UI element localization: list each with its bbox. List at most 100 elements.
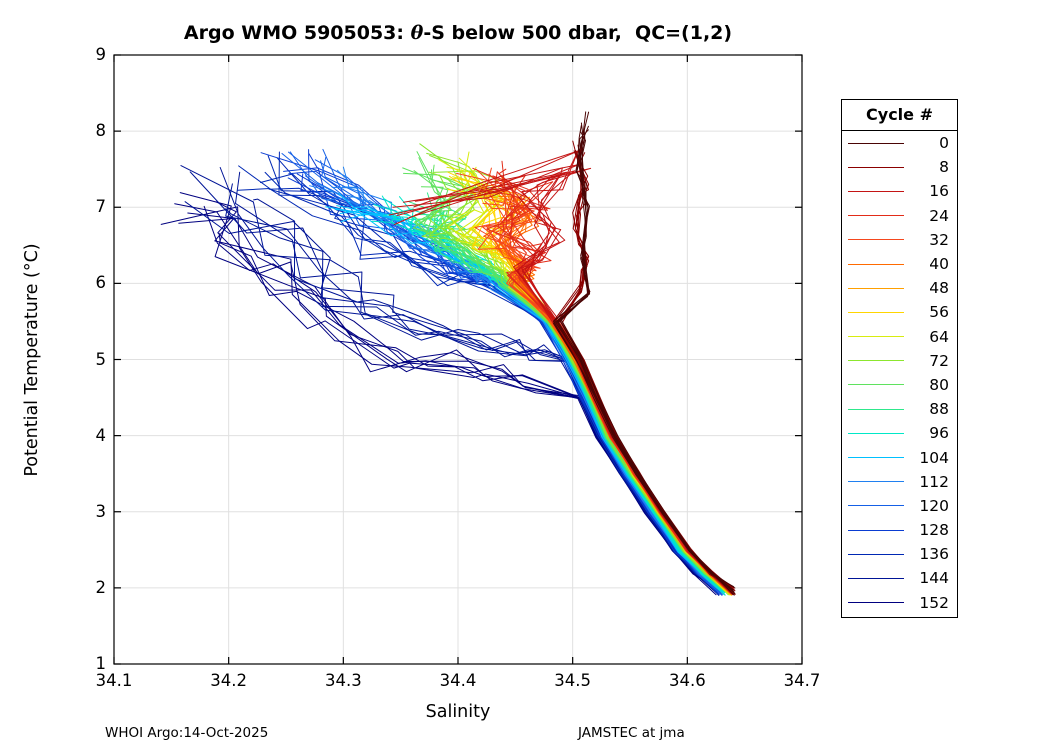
profile-line-cycle-144 [253, 198, 721, 593]
credit-whoi: WHOI Argo:14-Oct-2025 [105, 725, 269, 741]
theta-symbol: θ [410, 22, 424, 44]
legend-label: 152 [919, 593, 949, 612]
legend-line-sample [848, 215, 904, 217]
y-tick-label-9: 9 [95, 45, 107, 64]
legend-line-sample [848, 408, 904, 410]
legend-line-sample [848, 287, 904, 289]
legend: Cycle # 0 8 16 24 32 40 48 56 64 72 80 88 96 104 112 12… [841, 99, 958, 618]
legend-label: 40 [929, 255, 949, 274]
legend-item-cycle-152: 152 [842, 591, 957, 615]
legend-label: 88 [929, 400, 949, 419]
legend-line-sample [848, 384, 904, 386]
x-tick-label-34.3: 34.3 [324, 671, 362, 690]
legend-line-sample [848, 166, 904, 168]
y-tick-label-6: 6 [95, 273, 107, 293]
legend-item-cycle-64: 64 [842, 325, 957, 349]
x-tick-label-34.2: 34.2 [210, 671, 248, 690]
profile-line-cycle-40 [502, 185, 733, 595]
legend-label: 56 [929, 303, 949, 322]
legend-item-cycle-88: 88 [842, 397, 957, 421]
y-tick-label-2: 2 [95, 577, 107, 597]
legend-label: 64 [929, 327, 949, 346]
y-tick-label-1: 1 [95, 654, 107, 673]
profile-line-cycle-128 [260, 152, 721, 594]
legend-label: 136 [919, 545, 949, 564]
x-axis-label: Salinity [425, 702, 491, 722]
x-tick-label-34.7: 34.7 [783, 671, 821, 690]
legend-item-cycle-72: 72 [842, 349, 957, 373]
y-axis-label: Potential Temperature (°C) [22, 243, 42, 477]
legend-item-cycle-24: 24 [842, 204, 957, 228]
profile-line-cycle-80 [402, 167, 729, 588]
y-tick-label-8: 8 [95, 121, 107, 141]
x-tick-label-34.6: 34.6 [668, 671, 706, 690]
legend-item-cycle-56: 56 [842, 300, 957, 324]
legend-item-cycle-104: 104 [842, 445, 957, 469]
legend-line-sample [848, 311, 904, 313]
profile-line-cycle-0 [558, 111, 736, 594]
profile-line-cycle-24 [492, 175, 733, 594]
legend-line-sample [848, 336, 904, 338]
legend-line-sample [848, 577, 904, 579]
legend-label: 72 [929, 351, 949, 370]
legend-label: 104 [919, 448, 949, 467]
legend-line-sample [848, 190, 904, 192]
legend-label: 120 [919, 496, 949, 515]
legend-item-cycle-120: 120 [842, 494, 957, 518]
y-tick-label-3: 3 [95, 501, 107, 521]
legend-item-cycle-8: 8 [842, 155, 957, 179]
x-tick-label-34.4: 34.4 [439, 671, 477, 690]
legend-line-sample [848, 553, 904, 555]
legend-label: 48 [929, 279, 949, 298]
legend-label: 112 [919, 472, 949, 491]
legend-line-sample [848, 239, 904, 241]
x-tick-label-34.1: 34.1 [95, 671, 133, 690]
legend-item-cycle-48: 48 [842, 276, 957, 300]
legend-line-sample [848, 529, 904, 531]
legend-label: 128 [919, 521, 949, 540]
legend-item-cycle-0: 0 [842, 131, 957, 155]
profile-line-cycle-32 [474, 188, 734, 590]
profile-line-cycle-48 [485, 189, 732, 595]
legend-items: 0 8 16 24 32 40 48 56 64 72 80 88 96 104 112 120 128 136 1… [842, 131, 957, 615]
legend-label: 32 [929, 230, 949, 249]
chart-title-pre: Argo WMO 5905053: [183, 22, 411, 44]
legend-item-cycle-40: 40 [842, 252, 957, 276]
chart-title: Argo WMO 5905053: θ-S below 500 dbar, QC… [114, 22, 802, 44]
legend-line-sample [848, 457, 904, 459]
profile-line-cycle-80 [413, 169, 729, 591]
legend-line-sample [848, 263, 904, 265]
legend-item-cycle-128: 128 [842, 518, 957, 542]
legend-label: 144 [919, 569, 949, 588]
legend-label: 96 [929, 424, 949, 443]
profile-line-cycle-24 [501, 160, 735, 590]
legend-item-cycle-16: 16 [842, 179, 957, 203]
profile-line-cycle-144 [189, 171, 719, 594]
legend-line-sample [848, 142, 904, 144]
legend-item-cycle-136: 136 [842, 542, 957, 566]
profile-line-cycle-48 [496, 175, 733, 595]
legend-label: 0 [939, 134, 949, 153]
profile-line-cycle-152 [178, 217, 717, 593]
legend-item-cycle-144: 144 [842, 566, 957, 590]
profile-line-cycle-152 [218, 232, 718, 587]
legend-item-cycle-96: 96 [842, 421, 957, 445]
credit-jamstec: JAMSTEC at jma [578, 725, 685, 741]
y-tick-label-5: 5 [95, 349, 107, 369]
profile-line-cycle-24 [494, 171, 734, 594]
profile-line-cycle-40 [503, 198, 732, 595]
legend-item-cycle-112: 112 [842, 470, 957, 494]
legend-title: Cycle # [842, 100, 957, 131]
y-tick-label-4: 4 [95, 425, 107, 445]
x-tick-label-34.5: 34.5 [554, 671, 592, 690]
chart-title-post: -S below 500 dbar, QC=(1,2) [423, 22, 733, 44]
legend-label: 8 [939, 158, 949, 177]
legend-line-sample [848, 360, 904, 362]
legend-label: 80 [929, 375, 949, 394]
y-tick-label-7: 7 [95, 197, 107, 217]
legend-line-sample [848, 505, 904, 507]
profile-line-cycle-0 [561, 111, 736, 589]
legend-line-sample [848, 602, 904, 604]
